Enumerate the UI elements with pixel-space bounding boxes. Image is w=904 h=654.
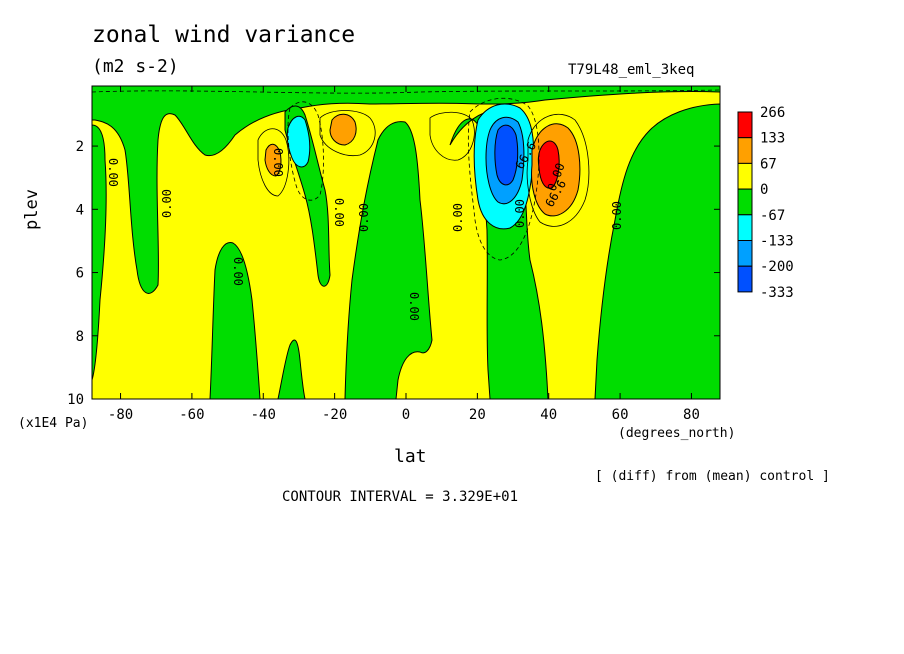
legend-swatch — [737, 162, 753, 190]
region-center-column — [344, 121, 433, 399]
negative-regions — [92, 86, 720, 399]
region-plus60-column — [594, 103, 720, 399]
x-tick-label: -80 — [108, 407, 133, 423]
legend-label: 266 — [760, 105, 785, 121]
contour-label: 0.00 — [106, 158, 120, 187]
x-tick-label: 80 — [683, 407, 700, 423]
region-orange-minus18 — [329, 113, 357, 146]
legend-label: -200 — [760, 259, 794, 275]
color-legend: 266 133 67 0 -67 -133 -200 -333 — [737, 105, 794, 301]
x-axis: -80 -60 -40 -20 0 20 40 60 80 — [108, 86, 700, 423]
legend-swatch — [737, 265, 753, 293]
contour-label: 0.00 — [610, 201, 624, 230]
y-tick-label: 4 — [76, 202, 84, 218]
x-axis-label: lat — [394, 446, 427, 467]
contour-label: 0.00 — [407, 292, 421, 321]
legend-swatch — [737, 111, 753, 139]
contour-label: 0.00 — [231, 257, 245, 286]
contour-labels: 0.00 0.00 0.00 0.00 0.00 0.00 0.00 0.00 … — [106, 139, 624, 320]
x-tick-label: -60 — [179, 407, 204, 423]
region-orange-minus37 — [264, 143, 282, 177]
contour-label: 0.00 — [451, 203, 465, 232]
legend-swatch — [737, 240, 753, 267]
thin-contours — [92, 89, 720, 261]
region-darkblue-plus28 — [494, 124, 519, 186]
contour-label: 0.00 — [357, 203, 371, 232]
contour-line — [257, 128, 290, 197]
region-cyan-minus30 — [286, 115, 311, 168]
x-tick-label: 60 — [612, 407, 629, 423]
legend-swatch — [737, 188, 753, 216]
contour-interval: CONTOUR INTERVAL = 3.329E+01 — [282, 489, 519, 505]
contour-label: 0.00 — [513, 199, 527, 228]
x-tick-label: 0 — [402, 407, 410, 423]
region-minus30-column — [277, 339, 306, 399]
y-tick-label: 6 — [76, 266, 84, 282]
y-axis-unit: (x1E4 Pa) — [18, 416, 89, 431]
x-axis-unit: (degrees_north) — [618, 426, 736, 441]
x-tick-label: 40 — [540, 407, 557, 423]
legend-swatch — [737, 137, 753, 164]
legend-label: 0 — [760, 182, 768, 198]
contour-line — [526, 113, 590, 227]
legend-label: -333 — [760, 285, 794, 301]
y-tick-label: 2 — [76, 139, 84, 155]
region-red-plus40 — [537, 140, 560, 189]
contour-label: 0.00 — [332, 198, 346, 227]
diff-note: [ (diff) from (mean) control ] — [595, 469, 830, 484]
y-axis: 2 4 6 8 10 — [67, 139, 720, 408]
contour-line — [92, 89, 720, 94]
y-tick-label: 8 — [76, 329, 84, 345]
plot-area — [92, 86, 720, 399]
contour-label: 0.00 — [271, 148, 285, 177]
x-tick-label: 20 — [469, 407, 486, 423]
legend-label: -133 — [760, 234, 794, 250]
contour-line — [319, 110, 376, 157]
contour-line — [467, 97, 540, 261]
run-label: T79L48_eml_3keq — [568, 62, 695, 78]
legend-swatch — [737, 214, 753, 242]
x-tick-label: -20 — [322, 407, 347, 423]
y-tick-label: 10 — [67, 392, 84, 408]
chart-title: zonal wind variance — [92, 22, 356, 48]
region-left-column — [92, 124, 107, 381]
region-minus60-column — [209, 241, 261, 399]
legend-label: 133 — [760, 131, 785, 147]
legend-label: -67 — [760, 208, 785, 224]
contour-line — [429, 111, 475, 161]
contour-label: 0.00 — [160, 189, 174, 218]
legend-label: 67 — [760, 156, 777, 172]
x-tick-label: -40 — [251, 407, 276, 423]
chart-subtitle: (m2 s-2) — [92, 56, 179, 77]
